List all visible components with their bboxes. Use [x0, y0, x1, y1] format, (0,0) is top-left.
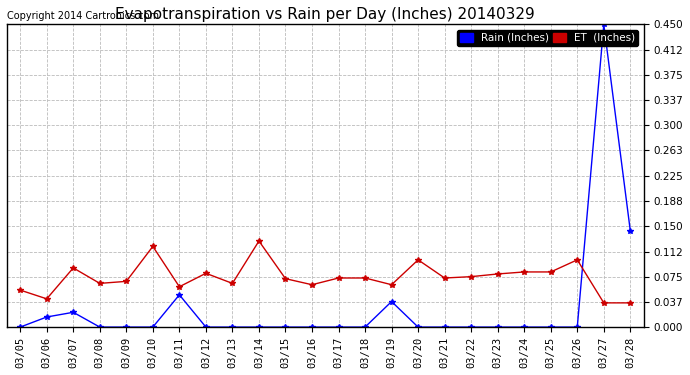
Title: Evapotranspiration vs Rain per Day (Inches) 20140329: Evapotranspiration vs Rain per Day (Inch… [115, 7, 535, 22]
Text: Copyright 2014 Cartronics.com: Copyright 2014 Cartronics.com [7, 12, 159, 21]
Legend: Rain (Inches), ET  (Inches): Rain (Inches), ET (Inches) [457, 30, 638, 46]
